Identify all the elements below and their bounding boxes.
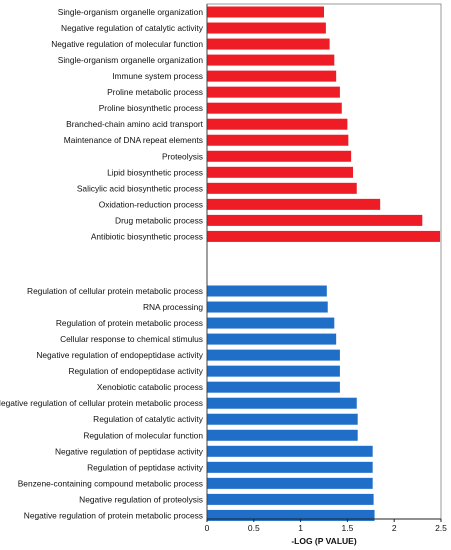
blue-bar — [207, 493, 374, 505]
category-label: Regulation of catalytic activity — [93, 414, 204, 424]
category-label: Single-organism organelle organization — [58, 7, 204, 17]
blue-bar — [207, 413, 358, 425]
red-bar — [207, 102, 342, 114]
red-bar — [207, 118, 348, 130]
category-label: Regulation of endopeptidase activity — [68, 366, 203, 376]
category-label: Regulation of molecular function — [83, 430, 203, 440]
x-tick-label: 0 — [205, 523, 210, 533]
category-label: Regulation of peptidase activity — [87, 462, 204, 472]
category-label: Oxidation-reduction process — [99, 199, 203, 209]
red-bar — [207, 182, 357, 194]
category-label: Regulation of cellular protein metabolic… — [27, 286, 203, 296]
blue-bar — [207, 381, 340, 393]
red-bar — [207, 214, 423, 226]
category-label: Benzene-containing compound metabolic pr… — [18, 478, 203, 488]
red-bar — [207, 198, 381, 210]
x-axis-title: -LOG (P VALUE) — [291, 536, 356, 546]
blue-bar — [207, 461, 373, 473]
category-label: Proline biosynthetic process — [99, 103, 203, 113]
category-label: Negative regulation of peptidase activit… — [55, 446, 204, 456]
category-label: Negative regulation of endopeptidase act… — [36, 350, 203, 360]
category-label: Cellular response to chemical stimulus — [60, 334, 203, 344]
blue-bar — [207, 477, 373, 489]
x-axis-ticks: 0 0.5 1 1.5 2 2.5 — [205, 519, 447, 533]
red-bar — [207, 6, 324, 18]
category-label: Negative regulation of catalytic activit… — [61, 23, 204, 33]
blue-bar — [207, 445, 373, 457]
category-label: Negative regulation of proteolysis — [79, 494, 203, 504]
category-label: Negative regulation of cellular protein … — [0, 398, 203, 408]
red-bar — [207, 134, 349, 146]
category-label: RNA processing — [143, 302, 203, 312]
blue-bar — [207, 365, 340, 377]
category-label: Branched-chain amino acid transport — [66, 119, 204, 129]
blue-bar — [207, 301, 328, 313]
x-tick-label: 2.5 — [435, 523, 447, 533]
red-bar — [207, 86, 340, 98]
x-tick-label: 1 — [298, 523, 303, 533]
blue-bar — [207, 349, 340, 361]
category-label: Maintenance of DNA repeat elements — [64, 135, 203, 145]
blue-bar — [207, 397, 357, 409]
bars — [207, 6, 441, 521]
red-bar — [207, 54, 335, 66]
blue-bar — [207, 429, 358, 441]
blue-bar — [207, 285, 327, 297]
red-bar — [207, 230, 441, 242]
category-label: Salicylic acid biosynthetic process — [77, 183, 203, 193]
x-tick-label: 1.5 — [341, 523, 353, 533]
category-label: Immune system process — [112, 71, 203, 81]
red-bar — [207, 70, 337, 82]
x-tick-label: 0.5 — [248, 523, 260, 533]
blue-bar — [207, 333, 337, 345]
red-bar — [207, 22, 326, 34]
blue-bar — [207, 317, 335, 329]
category-label: Drug metabolic process — [115, 215, 203, 225]
category-label: Regulation of protein metabolic process — [56, 318, 203, 328]
red-bar — [207, 166, 354, 178]
category-label: Proteolysis — [162, 151, 203, 161]
category-label: Lipid biosynthetic process — [107, 167, 203, 177]
red-bar — [207, 150, 352, 162]
category-label: Xenobiotic catabolic process — [97, 382, 203, 392]
category-labels: Single-organism organelle organization Ne… — [0, 7, 204, 520]
blue-bar — [207, 509, 375, 521]
category-label: Negative regulation of molecular functio… — [51, 39, 203, 49]
red-bar — [207, 38, 330, 50]
category-label: Negative regulation of protein metabolic… — [24, 510, 203, 520]
category-label: Antibiotic biosynthetic process — [91, 231, 203, 241]
category-label: Proline metabolic process — [107, 87, 203, 97]
x-tick-label: 2 — [392, 523, 397, 533]
category-label: Single-organism organelle organization — [58, 55, 204, 65]
